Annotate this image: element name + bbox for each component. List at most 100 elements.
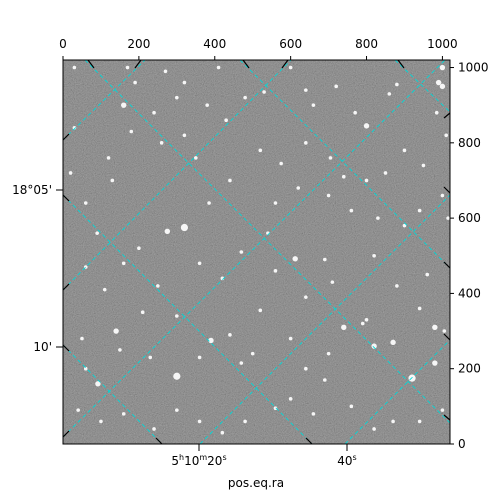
star-42 [205,103,209,107]
right-tick-label-3: 600 [458,211,481,225]
star-29 [440,193,445,198]
svg-text:40s: 40s [337,453,356,468]
edge-tick-10 [62,133,70,141]
star-62 [273,406,278,411]
svg-text:5h10m20s: 5h10m20s [171,453,226,468]
star-8 [121,102,127,108]
star-111 [129,129,134,134]
star-10 [102,287,107,292]
star-24 [364,317,369,322]
star-field [68,64,450,435]
star-50 [279,161,283,166]
star-55 [383,171,388,175]
grid-line-4 [344,339,450,444]
star-110 [106,156,111,160]
top-tick-label-0: 0 [59,37,67,51]
edge-tick-1 [281,59,289,69]
star-114 [432,324,438,330]
top-tick-label-5: 1000 [427,37,458,51]
ra-tick-label-1: 5h10m20s [171,453,226,468]
star-45 [72,65,77,70]
star-61 [322,378,327,382]
star-71 [220,430,225,435]
right-pixel-axis: 0 200 400 600 800 1000 [450,61,489,451]
grid-line-2 [63,60,446,438]
edge-tick-6 [443,186,451,194]
star-89 [330,280,335,284]
star-90 [304,295,308,299]
star-25 [376,216,380,220]
star-36 [363,123,370,129]
star-73 [175,408,179,412]
star-51 [304,141,308,145]
edge-tick-12 [62,430,70,438]
star-113 [175,95,179,100]
dec-tick-label-1: 18°05' [12,183,52,197]
star-60 [304,366,308,371]
star-83 [288,336,293,341]
star-117 [304,88,308,92]
star-57 [421,163,426,168]
star-75 [121,412,126,416]
x-axis-label: pos.eq.ra [228,476,284,490]
star-41 [216,65,221,70]
star-27 [425,272,430,277]
star-43 [163,69,168,74]
star-104 [118,348,122,352]
star-5 [137,246,141,251]
star-20 [258,308,263,313]
grid-line-9 [63,344,163,444]
star-34 [434,110,439,115]
star-98 [349,208,354,213]
star-100 [395,284,399,288]
star-85 [439,64,446,71]
edge-tick-5 [443,112,451,119]
star-7 [243,95,247,100]
star-81 [228,333,232,337]
star-54 [364,178,369,183]
star-79 [148,355,153,360]
right-tick-label-4: 800 [458,136,481,150]
star-65 [349,404,354,409]
edge-tick-14 [62,344,70,352]
right-tick-label-2: 400 [458,286,481,300]
star-40 [262,90,266,94]
star-3 [208,337,214,344]
grid-line-6 [239,60,450,269]
edge-tick-16 [305,437,313,445]
star-69 [440,408,445,412]
star-105 [140,310,145,315]
star-96 [296,186,301,190]
image-noise [63,60,450,444]
top-tick-label-1: 200 [127,37,150,51]
grid-line-1 [63,60,292,291]
star-16 [159,141,164,145]
star-23 [341,324,347,330]
top-tick-label-4: 800 [355,37,378,51]
star-112 [152,110,156,115]
star-12 [180,223,189,232]
star-68 [417,419,422,424]
coordinate-grid [63,60,450,444]
star-17 [110,178,115,183]
star-52 [328,156,333,160]
star-30 [390,339,396,346]
star-2 [239,361,244,365]
star-64 [311,412,316,416]
star-67 [391,419,395,424]
top-pixel-axis: 0 200 400 600 800 1000 [59,37,458,60]
star-15 [193,156,198,160]
star-49 [258,148,263,153]
star-84 [326,351,331,356]
dec-tick-label-2: 10' [33,340,52,354]
star-33 [439,83,446,90]
star-95 [273,201,278,205]
star-37 [353,110,357,115]
edge-tick-11 [62,283,70,291]
star-56 [402,148,407,153]
star-0 [95,381,101,387]
star-86 [435,79,442,86]
star-46 [125,65,130,70]
star-77 [76,408,80,412]
